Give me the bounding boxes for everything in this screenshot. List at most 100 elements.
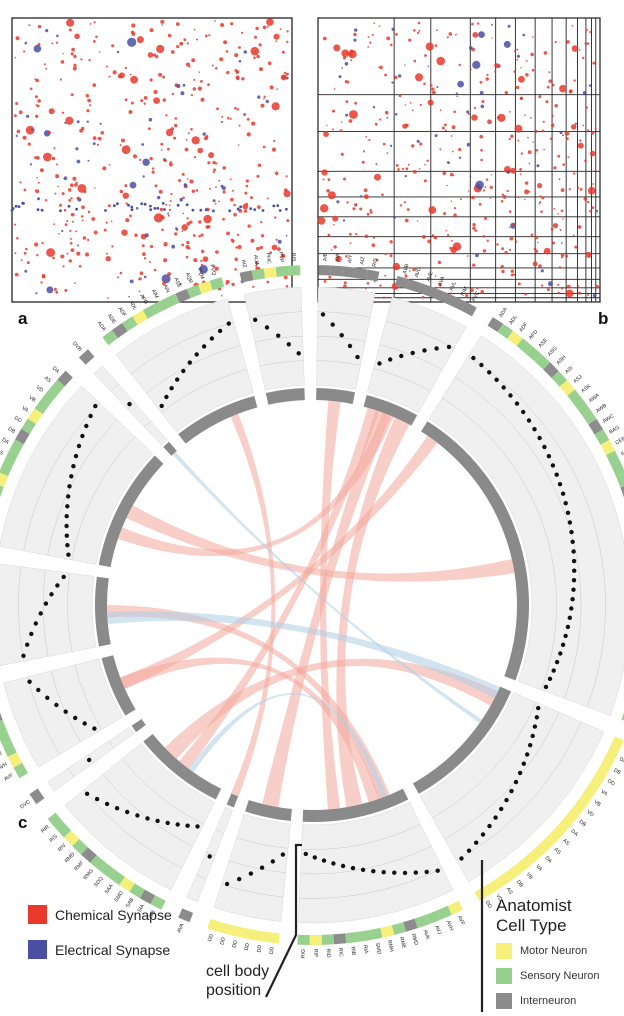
- cell-body-dot: [264, 325, 270, 330]
- inner-segment: [98, 455, 164, 568]
- matrix-a-dot: [160, 19, 165, 24]
- matrix-a-dot: [53, 147, 56, 150]
- matrix-b-dot: [531, 68, 535, 72]
- matrix-b-dot: [332, 109, 335, 113]
- matrix-a-dot: [170, 192, 173, 196]
- matrix-a-dot: [73, 63, 77, 67]
- matrix-b-dot: [469, 175, 472, 178]
- cell-type-segment: [616, 473, 624, 488]
- ring-gridline: [50, 670, 81, 743]
- matrix-a-dot: [34, 95, 38, 99]
- matrix-a-dot: [271, 102, 280, 111]
- matrix-a-dot: [273, 33, 280, 40]
- matrix-a-dot: [182, 83, 186, 87]
- matrix-a-dot: [235, 75, 240, 80]
- matrix-a-dot: [277, 247, 281, 252]
- matrix-a-dot: [56, 34, 59, 38]
- matrix-b-dot: [546, 85, 550, 89]
- cell-type-segment: [0, 719, 7, 734]
- matrix-b-dot: [489, 185, 493, 189]
- cell-body-dot: [434, 346, 439, 351]
- matrix-a-dot: [216, 107, 219, 111]
- matrix-a-dot: [128, 110, 133, 114]
- matrix-a-dot: [130, 101, 134, 105]
- matrix-a-dot: [124, 66, 128, 70]
- cell-body-dot: [135, 813, 140, 818]
- cell-body-dot: [66, 494, 71, 499]
- neuron-label: AFD: [528, 329, 539, 341]
- cell-body-dot: [92, 726, 97, 731]
- matrix-b-dot: [332, 215, 339, 222]
- matrix-a-dot: [247, 224, 251, 228]
- matrix-a-dot: [162, 217, 165, 220]
- neuron-label: RMG: [83, 868, 95, 881]
- matrix-a-dot: [78, 264, 82, 268]
- matrix-b-dot: [349, 110, 358, 119]
- neuron-label: VA: [534, 864, 543, 873]
- ring-gridline: [259, 360, 304, 367]
- ring-gridline: [161, 369, 247, 413]
- matrix-a-dot: [186, 217, 189, 220]
- matrix-a-dot: [14, 223, 17, 226]
- cell-body-dot: [71, 464, 76, 469]
- matrix-a-dot: [93, 40, 96, 43]
- matrix-a-dot: [97, 136, 102, 141]
- matrix-a-dot: [158, 189, 163, 194]
- matrix-b-dot: [444, 129, 447, 132]
- matrix-b-dot: [423, 179, 427, 183]
- matrix-b-dot: [418, 168, 421, 170]
- matrix-a-dot: [256, 246, 260, 251]
- matrix-a-dot: [189, 220, 193, 224]
- matrix-b-dot: [404, 64, 406, 66]
- cell-body-dot: [514, 401, 520, 406]
- matrix-a-dot: [259, 67, 263, 72]
- matrix-a-dot: [36, 177, 38, 179]
- matrix-a-dot: [182, 212, 185, 215]
- matrix-a-dot: [259, 245, 263, 250]
- neuron-label: CEP: [614, 436, 624, 447]
- ring-gridline: [47, 419, 118, 556]
- matrix-b-dot: [457, 80, 464, 88]
- cell-type-segment: [403, 918, 418, 932]
- cell-body-dot: [64, 533, 70, 538]
- matrix-a-dot: [153, 268, 157, 272]
- matrix-a-dot: [161, 24, 163, 26]
- matrix-a-dot: [75, 147, 79, 151]
- matrix-a-dot: [158, 72, 163, 77]
- matrix-a-dot: [167, 272, 172, 276]
- matrix-b-dot: [372, 236, 376, 239]
- legend-sensory: Sensory Neuron: [496, 968, 600, 984]
- cell-body-dot: [571, 549, 576, 554]
- neuron-label: SIA: [137, 903, 147, 914]
- matrix-b-dot: [392, 262, 401, 271]
- matrix-a-dot: [155, 54, 159, 59]
- cell-body-dot: [377, 361, 382, 366]
- cell-body-dot: [565, 510, 571, 515]
- cell-type-segment: [513, 858, 530, 874]
- matrix-a-dot: [83, 190, 87, 194]
- sensory-swatch: [496, 968, 512, 984]
- matrix-a-dot: [253, 56, 256, 60]
- cell-body-dot: [536, 705, 541, 711]
- matrix-a-dot: [220, 184, 224, 188]
- matrix-a-dot: [80, 58, 83, 61]
- matrix-b-dot: [567, 156, 570, 159]
- cell-body-dot: [355, 354, 360, 360]
- cell-body-dot: [554, 472, 559, 477]
- motor-swatch: [496, 943, 512, 959]
- matrix-b-dot: [496, 116, 500, 120]
- cell-type-segment: [581, 408, 597, 425]
- matrix-a-dot: [238, 209, 243, 213]
- matrix-a-dot: [92, 83, 97, 87]
- matrix-b-dot: [446, 161, 450, 164]
- neuron-label: RME: [398, 937, 407, 950]
- cell-body-dot: [487, 823, 492, 829]
- matrix-b-dot: [582, 91, 587, 95]
- neuron-label: AIA: [335, 253, 342, 262]
- matrix-a-dot: [193, 28, 196, 31]
- matrix-a-dot: [71, 47, 75, 52]
- matrix-b-dot: [343, 177, 346, 181]
- matrix-a-dot: [239, 205, 243, 209]
- matrix-a-dot: [92, 142, 96, 146]
- matrix-b-dot: [582, 56, 585, 60]
